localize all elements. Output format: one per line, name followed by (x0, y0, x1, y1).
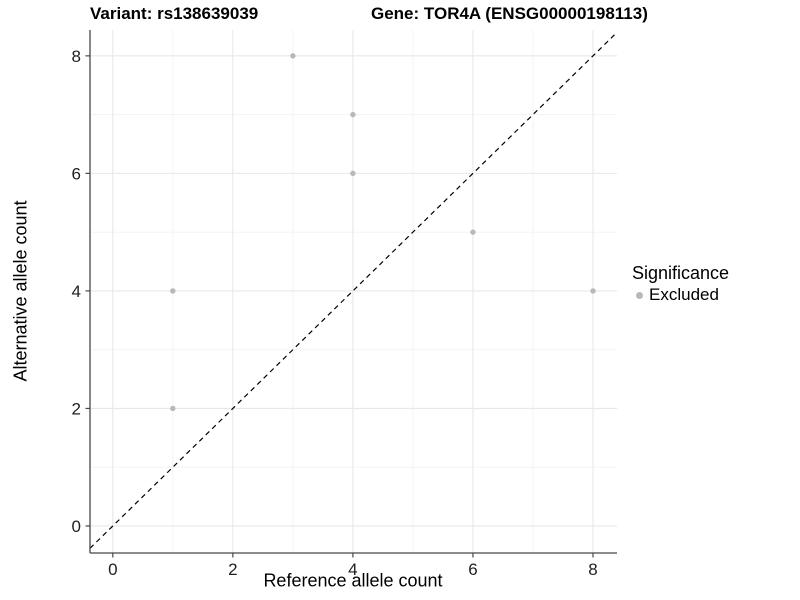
data-point (170, 405, 176, 412)
legend: Significance Excluded (630, 262, 729, 306)
x-tick-label: 8 (588, 560, 597, 579)
legend-point-icon (636, 291, 643, 299)
legend-title: Significance (632, 263, 730, 283)
y-tick-label: 0 (72, 517, 81, 536)
data-point (170, 288, 176, 294)
legend-item-label: Excluded (649, 285, 719, 304)
y-tick-label: 6 (72, 164, 81, 183)
x-tick-label: 0 (108, 560, 117, 579)
x-tick-label: 2 (228, 560, 237, 579)
y-tick-label: 4 (72, 282, 81, 301)
data-point (470, 229, 476, 235)
plot-title-variant: Variant: rs138639039 (90, 4, 259, 23)
data-point (350, 111, 356, 118)
x-tick-label: 4 (348, 560, 357, 579)
y-tick-label: 8 (72, 47, 81, 66)
data-point (350, 170, 356, 177)
y-tick-label: 2 (72, 399, 81, 418)
x-axis-title: Reference allele count (263, 570, 443, 591)
x-tick-label: 6 (468, 560, 477, 579)
plot-title-gene: Gene: TOR4A (ENSG00000198113) (371, 4, 648, 23)
legend-item-excluded: Excluded (636, 284, 729, 306)
identity-reference-line (89, 31, 618, 549)
y-axis-title: Alternative allele count (10, 200, 31, 382)
data-point (590, 288, 596, 294)
data-point (290, 53, 296, 59)
